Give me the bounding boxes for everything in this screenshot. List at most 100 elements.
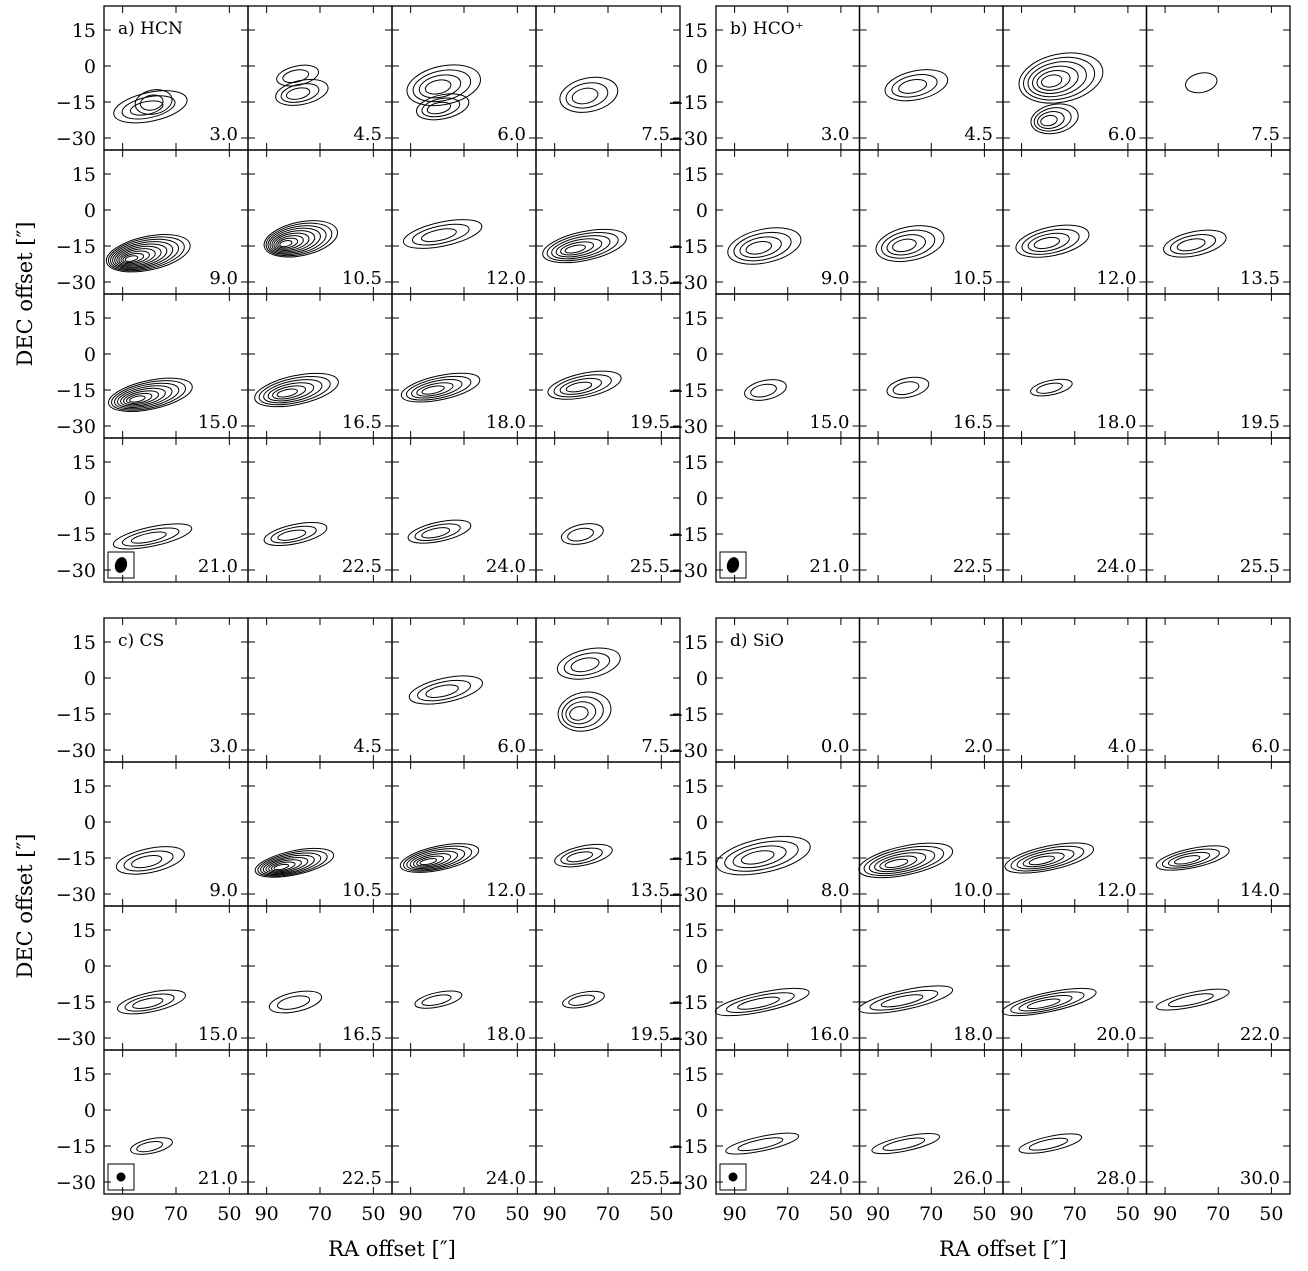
contour-line (405, 375, 472, 401)
y-tick-label: −30 (668, 1028, 708, 1050)
contour-line (126, 392, 153, 404)
channel-cell: 24.0 (1002, 437, 1148, 583)
y-tick-label: 0 (84, 812, 96, 834)
channel-cell: 4.5 (247, 5, 393, 151)
velocity-label: 21.0 (198, 556, 238, 577)
contour-line (1040, 114, 1058, 127)
velocity-label: 6.0 (1108, 124, 1137, 145)
contour-line (1163, 229, 1227, 258)
panel-label: d) SiO (730, 631, 784, 651)
contour-line (557, 691, 612, 732)
channel-cell: 16.0 (714, 905, 861, 1051)
x-tick-label: 70 (1206, 1203, 1230, 1225)
contour-line (1037, 111, 1065, 129)
channel-cell: 19.5 (535, 905, 681, 1051)
contour-line (268, 859, 302, 873)
y-tick-label: 0 (84, 668, 96, 690)
contour-line (1027, 61, 1087, 98)
velocity-label: 7.5 (641, 736, 670, 757)
y-tick-label: −15 (56, 236, 96, 258)
channel-cell: 18.0 (1002, 293, 1148, 439)
contour-line (415, 93, 470, 121)
velocity-label: 6.0 (497, 736, 526, 757)
contour-line (113, 90, 188, 124)
channel-cell: 4.0 (1002, 617, 1148, 763)
x-tick-label: 90 (543, 1203, 567, 1225)
y-tick-label: −15 (668, 380, 708, 402)
velocity-label: 8.0 (821, 880, 850, 901)
y-tick-label: 0 (84, 956, 96, 978)
channel-cell: 7.5 (1145, 5, 1291, 151)
velocity-label: 9.0 (209, 268, 238, 289)
contour-line (263, 379, 323, 404)
contour-line (270, 525, 317, 544)
channel-cell: 6.0 (391, 5, 537, 151)
y-tick-label: 15 (72, 632, 96, 654)
x-tick-label: 90 (723, 1203, 747, 1225)
y-tick-label: −15 (56, 380, 96, 402)
sio-channel-map-panel: 0.0 15 0 −15 −30 2.0 4.0 6.0 8.0 15 0 −15 −30 10.0 12.… (668, 617, 1291, 1261)
y-tick-label: −15 (56, 92, 96, 114)
velocity-label: 20.0 (1096, 1024, 1136, 1045)
y-tick-label: 15 (72, 20, 96, 42)
contour-line (400, 372, 481, 403)
velocity-label: 26.0 (953, 1168, 993, 1189)
contour-line (737, 1137, 784, 1152)
contour-line (1010, 991, 1085, 1014)
contour-line (263, 521, 328, 547)
velocity-label: 22.5 (342, 1168, 382, 1189)
cs-channel-map-panel: 3.0 15 0 −15 −30 4.5 6.0 7.5 9.0 15 0 −15 −30 10.5 12.… (13, 617, 681, 1261)
velocity-label: 6.0 (1251, 736, 1280, 757)
velocity-label: 15.0 (198, 412, 238, 433)
contour-line (1028, 855, 1055, 866)
contour-line (886, 234, 926, 256)
velocity-label: 24.0 (1096, 556, 1136, 577)
y-tick-label: −30 (668, 884, 708, 906)
y-tick-label: −15 (56, 524, 96, 546)
beam-ellipse (114, 557, 128, 573)
y-tick-label: −15 (668, 236, 708, 258)
channel-cell: 24.0 (391, 1049, 537, 1195)
y-tick-label: 0 (84, 344, 96, 366)
channel-cell: 9.0 (103, 149, 249, 295)
contour-line (121, 527, 180, 547)
contour-line (880, 994, 924, 1008)
contour-line (107, 236, 185, 272)
contour-line (565, 701, 597, 725)
contour-line (884, 858, 909, 869)
velocity-label: 18.0 (1096, 412, 1136, 433)
x-tick-label: 90 (1153, 1203, 1177, 1225)
velocity-label: 10.5 (342, 268, 382, 289)
velocity-label: 7.5 (641, 124, 670, 145)
contour-line (546, 231, 619, 262)
channel-cell: 4.5 (247, 617, 393, 763)
contour-line (1028, 1137, 1069, 1151)
velocity-label: 3.0 (209, 736, 238, 757)
contour-line (1032, 65, 1079, 94)
contour-line (858, 985, 954, 1014)
velocity-label: 25.5 (630, 1168, 670, 1189)
channel-cell: 15.0 (103, 905, 249, 1051)
contour-line (276, 388, 298, 398)
y-tick-label: −15 (56, 704, 96, 726)
contour-line (421, 994, 452, 1007)
contour-line (564, 244, 586, 254)
contour-line (869, 989, 939, 1011)
y-tick-label: −30 (56, 416, 96, 438)
channel-cell: 10.5 (858, 149, 1004, 295)
x-tick-label: 50 (361, 1203, 385, 1225)
contour-line (1027, 232, 1070, 252)
channel-cell: 16.5 (247, 293, 393, 439)
x-tick-label: 70 (164, 1203, 188, 1225)
contour-line (892, 238, 917, 253)
channel-cell: 19.5 (535, 293, 681, 439)
contour-line (886, 376, 930, 399)
contour-line (425, 684, 459, 698)
y-tick-label: 15 (684, 452, 708, 474)
velocity-label: 16.5 (342, 1024, 382, 1045)
y-tick-label: −30 (56, 1028, 96, 1050)
beam-box (107, 1163, 135, 1191)
velocity-label: 3.0 (209, 124, 238, 145)
channel-cell: 22.0 (1145, 905, 1291, 1051)
channel-cell: 21.0 (103, 1049, 249, 1195)
